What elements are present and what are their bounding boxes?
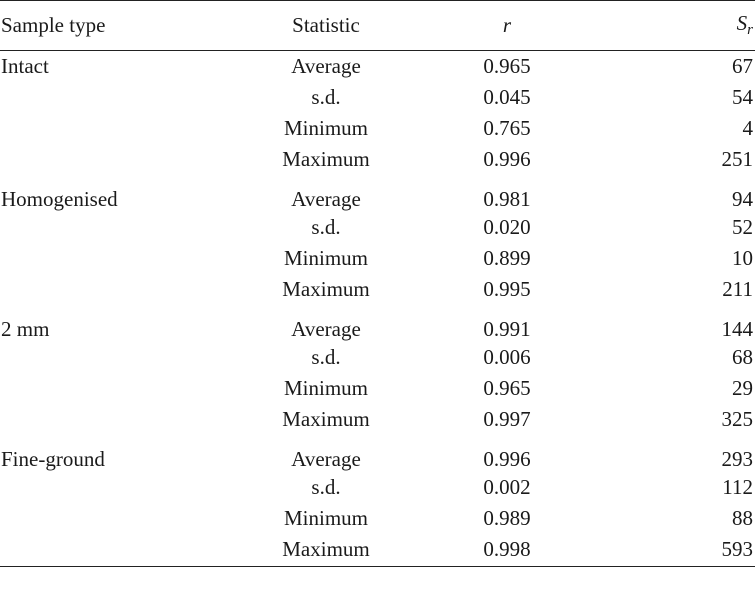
cell-r: 0.765	[483, 115, 531, 140]
cell-r: 0.995	[483, 276, 531, 301]
table-row: Intact Average 0.965 67	[0, 51, 755, 82]
cell-statistic: Minimum	[283, 115, 368, 140]
table-row: Homogenised Average 0.981 94	[0, 175, 755, 212]
cell-r: 0.899	[483, 245, 531, 270]
header-sample-type: Sample type	[0, 0, 240, 51]
table-row: 2 mm Average 0.991 144	[0, 305, 755, 342]
table-row: s.d. 0.002 112	[0, 472, 755, 503]
cell-sr: 4	[742, 115, 754, 140]
statistics-table-container: Sample type Statistic r Sr Intact Averag…	[0, 0, 755, 567]
cell-sample-type-empty	[0, 503, 240, 534]
cell-sample-type-empty	[0, 373, 240, 404]
cell-r: 0.002	[483, 474, 531, 499]
cell-sr: 94	[732, 186, 753, 211]
cell-sr: 10	[732, 245, 753, 270]
cell-statistic: Average	[291, 186, 361, 211]
cell-sr: 54	[732, 84, 753, 109]
table-row: Maximum 0.998 593	[0, 533, 755, 567]
cell-sr: 67	[732, 53, 753, 78]
cell-r: 0.981	[483, 186, 531, 211]
header-sr-subscript: r	[747, 22, 753, 38]
cell-r: 0.965	[483, 53, 531, 78]
cell-r: 0.989	[483, 505, 531, 530]
cell-sample-type-empty	[0, 82, 240, 113]
cell-sample-type-empty	[0, 212, 240, 243]
table-row: Minimum 0.765 4	[0, 113, 755, 144]
cell-statistic: Average	[291, 316, 361, 341]
cell-r: 0.996	[483, 446, 531, 471]
cell-sample-type: Fine-ground	[1, 446, 105, 471]
statistics-table: Sample type Statistic r Sr Intact Averag…	[0, 0, 755, 567]
table-row: Maximum 0.995 211	[0, 274, 755, 305]
cell-r: 0.997	[483, 406, 531, 431]
cell-sr: 593	[602, 533, 755, 567]
table-row: Maximum 0.997 325	[0, 404, 755, 435]
table-row: Minimum 0.989 88	[0, 503, 755, 534]
cell-statistic: Minimum	[283, 505, 368, 530]
cell-sample-type: 2 mm	[1, 316, 50, 341]
cell-r: 0.006	[483, 344, 531, 369]
cell-sample-type-empty	[0, 342, 240, 373]
header-r: r	[412, 0, 602, 51]
cell-statistic: Minimum	[283, 245, 368, 270]
cell-statistic: s.d.	[311, 214, 341, 239]
cell-sample-type-empty	[0, 243, 240, 274]
cell-sr: 52	[732, 214, 753, 239]
cell-sample-type-empty	[0, 404, 240, 435]
table-row: Minimum 0.899 10	[0, 243, 755, 274]
cell-statistic: s.d.	[311, 344, 341, 369]
cell-sample-type-empty	[0, 472, 240, 503]
table-row: s.d. 0.006 68	[0, 342, 755, 373]
cell-sample-type-empty	[0, 533, 240, 567]
cell-r: 0.996	[483, 146, 531, 171]
cell-sr: 325	[721, 406, 754, 431]
cell-r: 0.020	[483, 214, 531, 239]
table-row: Fine-ground Average 0.996 293	[0, 435, 755, 472]
cell-statistic: Maximum	[282, 406, 370, 431]
cell-sample-type: Intact	[1, 53, 49, 78]
cell-statistic: Average	[291, 53, 361, 78]
cell-statistic: Minimum	[283, 375, 368, 400]
cell-r: 0.998	[412, 533, 602, 567]
cell-sample-type: Homogenised	[1, 186, 118, 211]
table-row: s.d. 0.045 54	[0, 82, 755, 113]
header-row: Sample type Statistic r Sr	[0, 0, 755, 51]
cell-sr: 29	[732, 375, 753, 400]
cell-r: 0.045	[483, 84, 531, 109]
header-sr-base: S	[736, 11, 748, 35]
table-row: Maximum 0.996 251	[0, 144, 755, 175]
header-sr: Sr	[602, 0, 755, 51]
table-row: Minimum 0.965 29	[0, 373, 755, 404]
cell-statistic: Average	[291, 446, 361, 471]
table-header: Sample type Statistic r Sr	[0, 0, 755, 51]
cell-sr: 293	[721, 446, 754, 471]
cell-r: 0.991	[483, 316, 531, 341]
cell-r: 0.965	[483, 375, 531, 400]
cell-sample-type-empty	[0, 144, 240, 175]
header-statistic: Statistic	[240, 0, 412, 51]
cell-sr: 88	[732, 505, 753, 530]
cell-sample-type-empty	[0, 113, 240, 144]
cell-sample-type-empty	[0, 274, 240, 305]
cell-statistic: Maximum	[282, 276, 370, 301]
cell-statistic: s.d.	[311, 84, 341, 109]
cell-sr: 68	[732, 344, 753, 369]
cell-statistic: s.d.	[311, 474, 341, 499]
cell-statistic: Maximum	[240, 533, 412, 567]
table-row: s.d. 0.020 52	[0, 212, 755, 243]
cell-sr: 251	[721, 146, 754, 171]
cell-sr: 211	[722, 276, 753, 301]
table-body: Intact Average 0.965 67 s.d. 0.045 54 Mi…	[0, 51, 755, 567]
cell-sr: 144	[721, 316, 754, 341]
cell-sr: 112	[722, 474, 753, 499]
cell-statistic: Maximum	[282, 146, 370, 171]
